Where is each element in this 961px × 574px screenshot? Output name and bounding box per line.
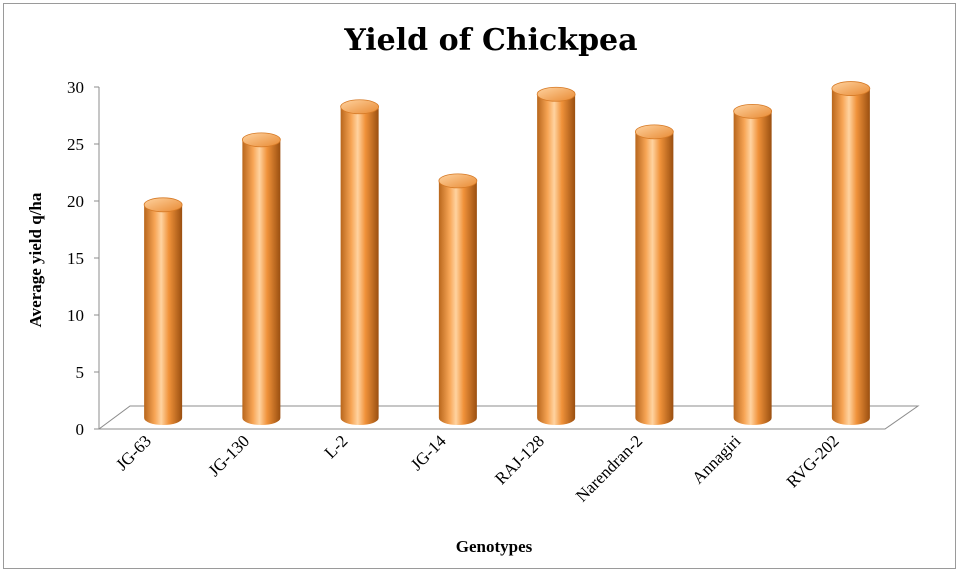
y-tick-label: 25 [67,135,84,154]
y-tick-label: 10 [67,306,84,325]
bar [340,99,380,425]
x-tick-label: JG-130 [204,431,253,480]
bar-body [733,111,772,425]
bar [143,197,183,425]
x-tick-labels: JG-63 JG-130 L-2 JG-14 RAJ-128 Narendran-2 Ann… [112,431,843,506]
bar-body [340,106,379,425]
x-tick-label: JG-14 [407,431,450,474]
bar [831,81,871,425]
bars [143,81,871,426]
bar-top [340,99,380,115]
bar [241,132,281,425]
bar [536,86,576,426]
bar-top [634,124,674,140]
bar-top [733,103,773,119]
y-tick-labels: 0 5 10 15 20 25 30 [67,78,99,439]
bar-top [241,132,281,148]
x-axis-title: Genotypes [456,537,533,556]
bar [634,124,674,426]
y-tick-label: 15 [67,249,84,268]
bar-body [831,88,870,425]
bar-body [144,204,183,425]
y-tick-label: 5 [76,363,85,382]
x-tick-label: Annagiri [688,431,744,487]
bar-body [635,131,674,426]
bar-body [242,139,281,425]
bar-top [536,86,576,102]
bar [438,173,478,425]
bar-body [537,94,576,426]
x-tick-label: RAJ-128 [491,431,548,488]
y-tick-label: 30 [67,78,84,97]
y-tick-label: 0 [76,420,85,439]
bar-top [438,173,478,189]
x-tick-label: Narendran-2 [572,431,646,505]
x-tick-label: RVG-202 [783,431,843,491]
chart-floor [97,405,920,430]
axes [97,87,920,430]
bar-top [831,81,871,96]
bar-top [143,197,183,213]
x-tick-label: L-2 [321,431,352,462]
chart-title: Yield of Chickpea [343,23,637,58]
bar [733,103,773,425]
y-tick-label: 20 [67,192,84,211]
y-axis-title: Average yield q/ha [26,192,45,327]
x-tick-label: JG-63 [112,431,155,474]
bar-body [438,180,477,425]
